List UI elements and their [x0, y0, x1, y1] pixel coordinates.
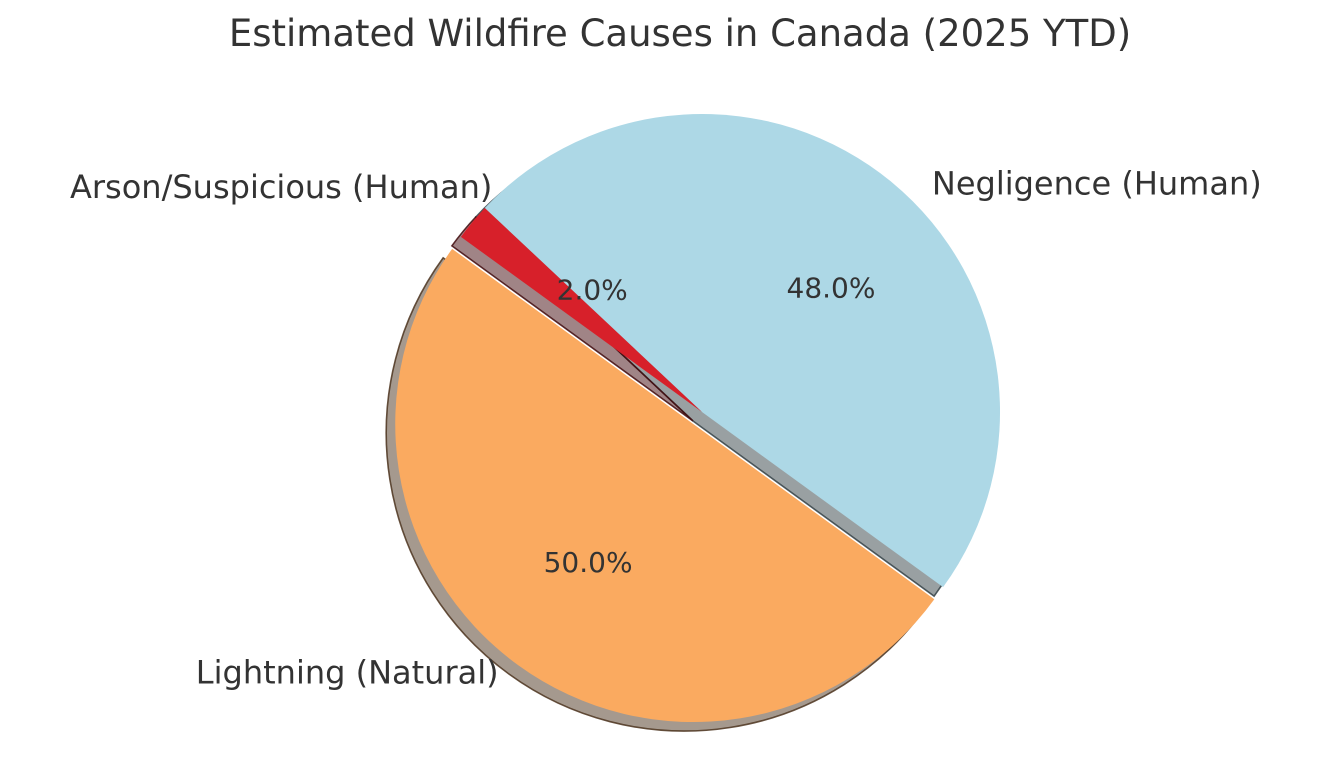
pct-label-arson-suspicious-human: 2.0% [557, 274, 628, 307]
pie-slice-negligence-human [484, 113, 1001, 588]
pie-slice-lightning-natural [395, 248, 935, 723]
category-label-layer: Negligence (Human) Arson/Suspicious (Huma… [70, 164, 1262, 691]
slice-label-lightning-natural: Lightning (Natural) [196, 653, 499, 691]
pct-label-layer: 48.0% 2.0% 50.0% [544, 272, 876, 580]
slice-label-negligence-human: Negligence (Human) [932, 164, 1262, 202]
pie-slice-arson-suspicious-human [460, 208, 702, 412]
pct-label-lightning-natural: 50.0% [544, 546, 633, 579]
slice-label-arson-suspicious-human: Arson/Suspicious (Human) [70, 168, 492, 206]
pie-wedge-layer [395, 113, 1001, 723]
chart-title: Estimated Wildfire Causes in Canada (202… [228, 12, 1132, 55]
pct-label-negligence-human: 48.0% [787, 272, 876, 305]
